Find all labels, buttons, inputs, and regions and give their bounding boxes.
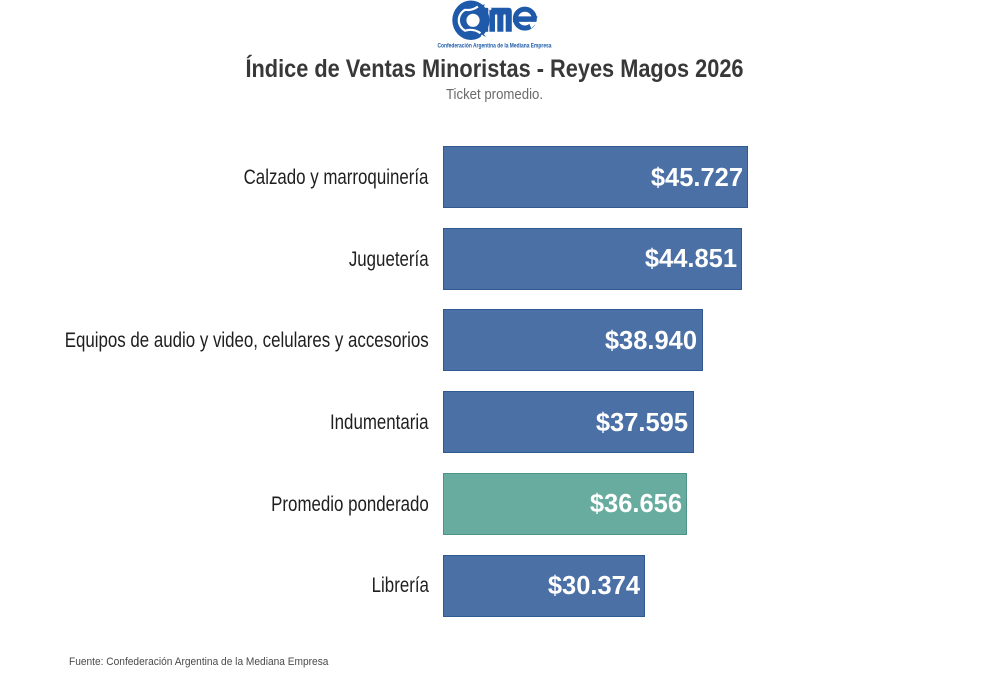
svg-text:Confederación Argentina de la: Confederación Argentina de la Mediana Em… — [438, 42, 552, 49]
